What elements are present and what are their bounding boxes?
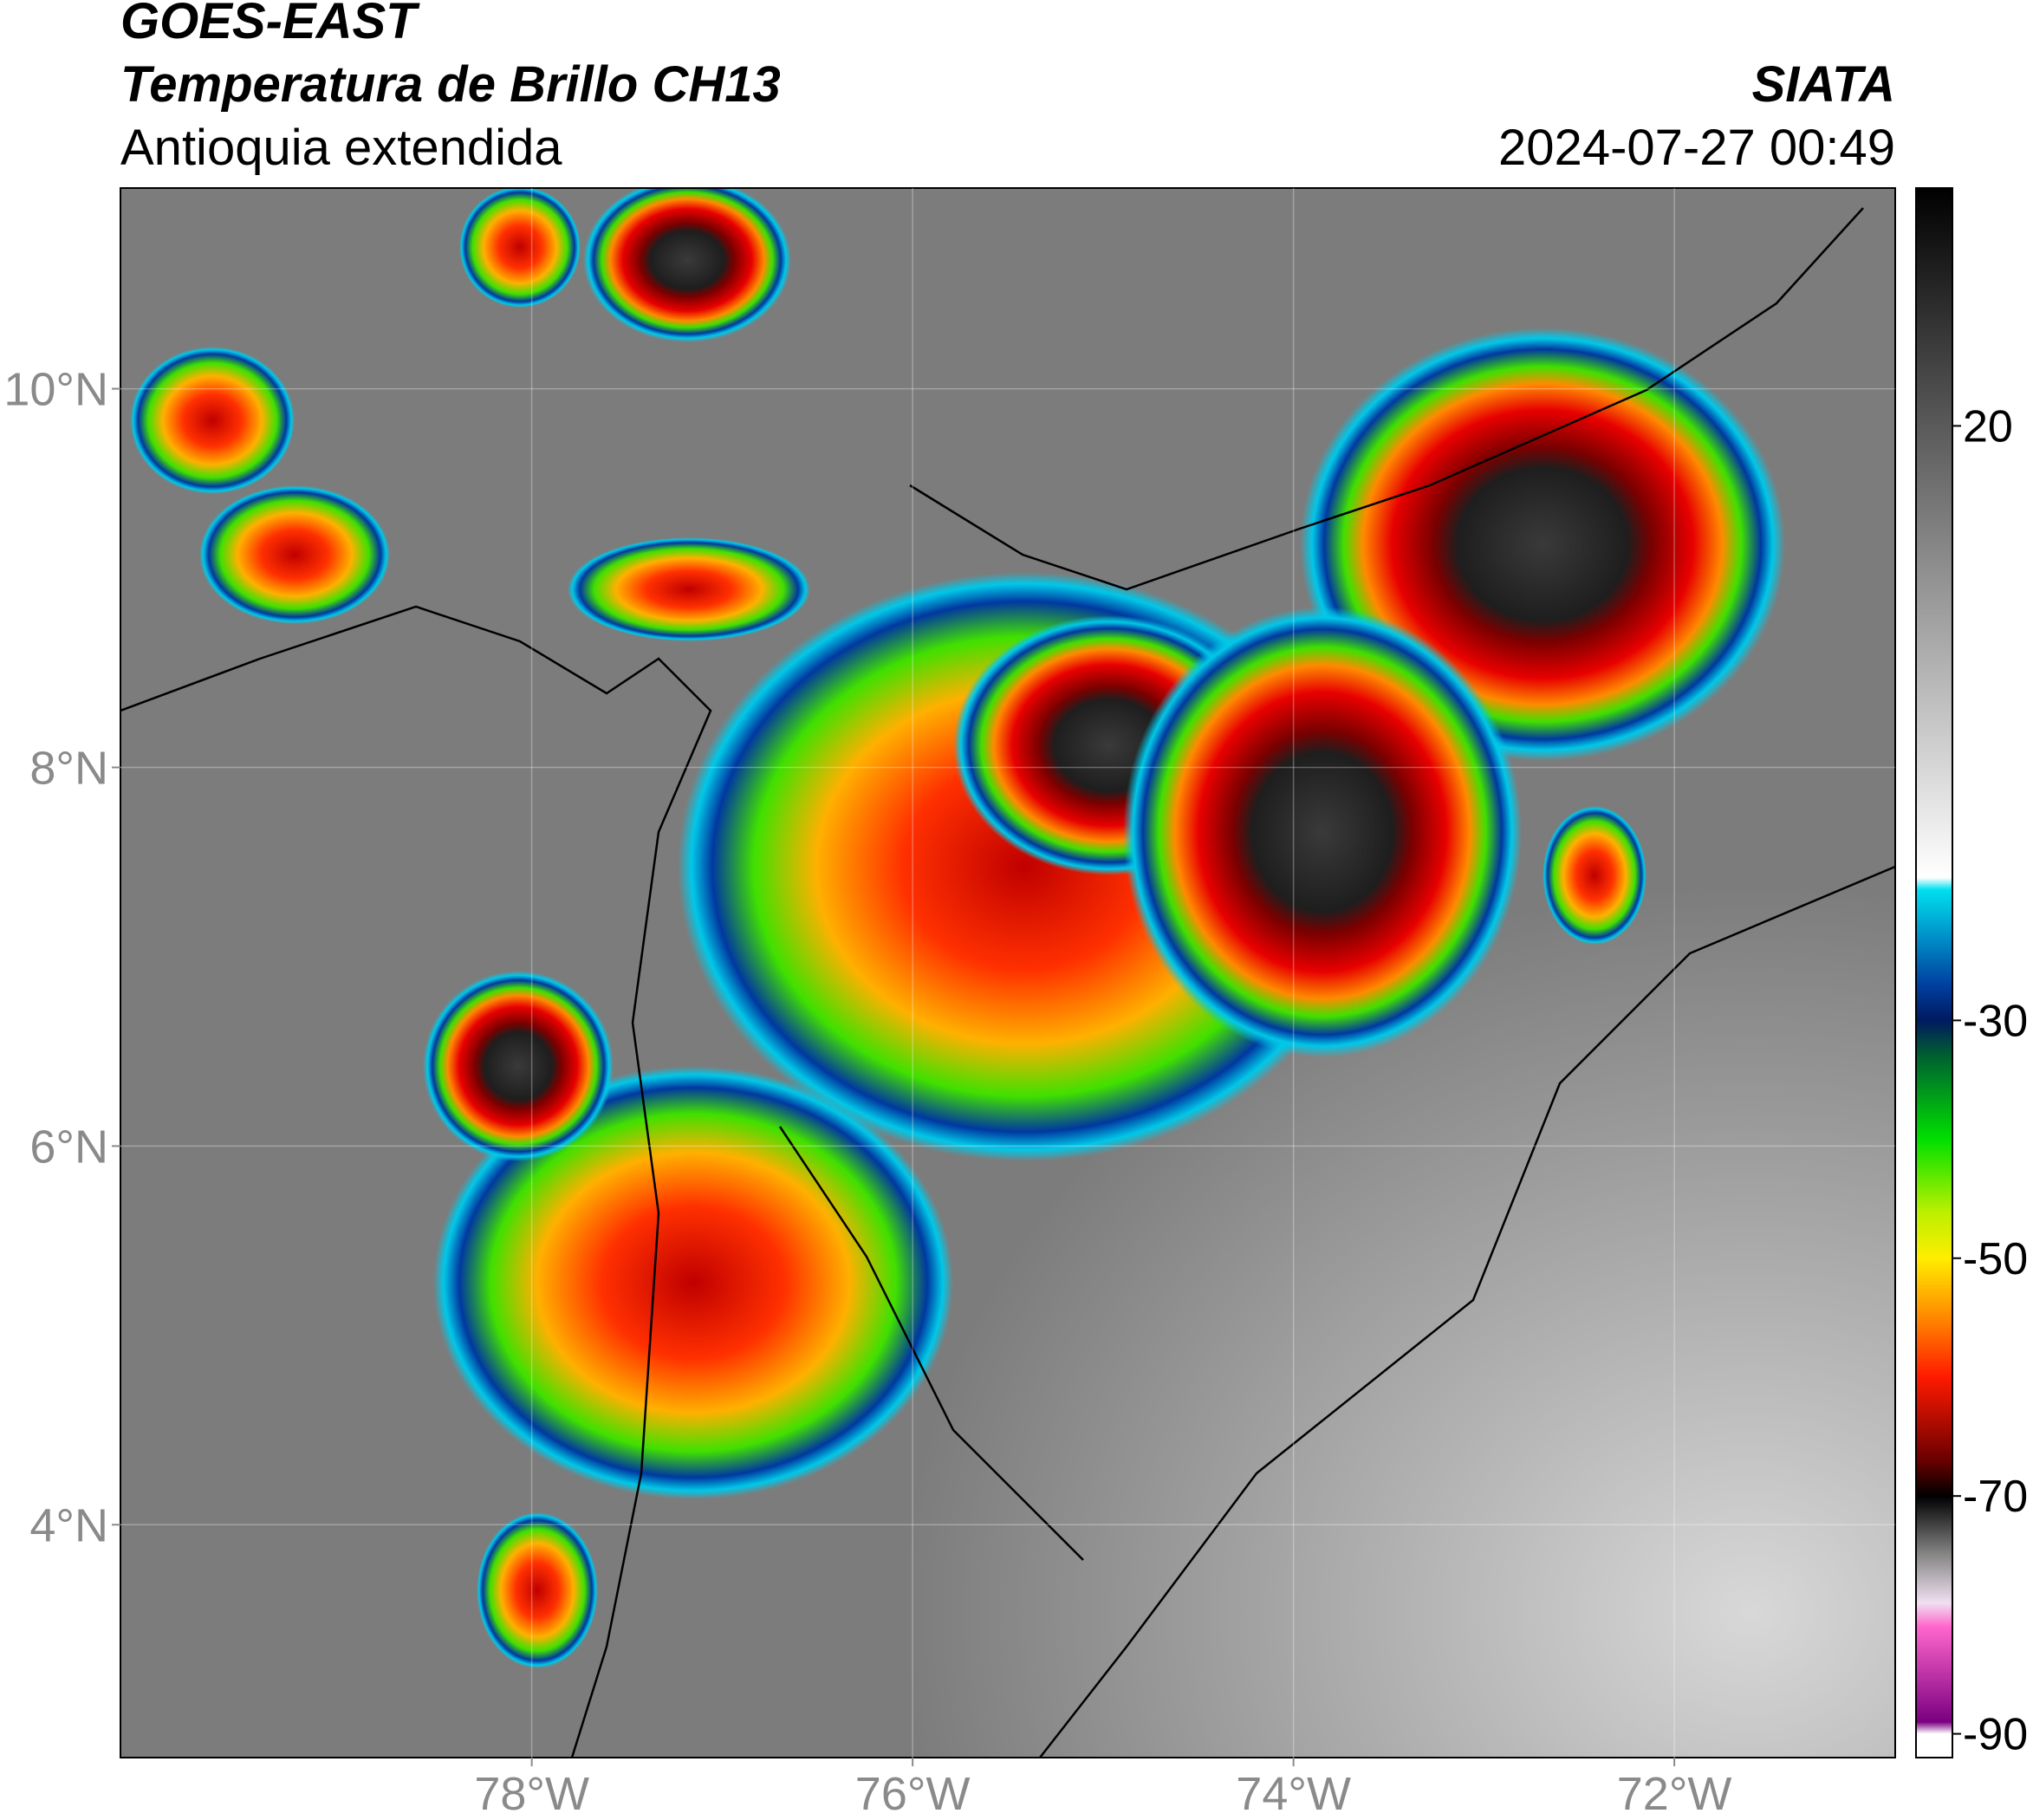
cloud-cell	[568, 537, 810, 641]
title: GOES-EAST	[120, 0, 420, 49]
cloud-cell	[477, 1512, 598, 1668]
x-tick-label: 76°W	[855, 1768, 971, 1820]
satellite-image	[120, 188, 1895, 1758]
colorbar-tick-label: 20	[1963, 401, 2013, 452]
colorbar-tick-label: -50	[1963, 1234, 2028, 1284]
y-tick-label: 8°N	[29, 742, 108, 794]
cloud-cell	[423, 971, 614, 1161]
y-tick-label: 10°N	[3, 364, 108, 416]
datetime: 2024-07-27 00:49	[1498, 120, 1895, 176]
agency: SIATA	[1752, 56, 1895, 113]
region: Antioquia extendida	[120, 120, 562, 176]
cloud-cell	[433, 1066, 953, 1499]
x-tick-label: 78°W	[474, 1768, 589, 1820]
cloud-cell	[130, 347, 295, 494]
colorbar-tick-label: -90	[1963, 1710, 2028, 1760]
cloud-cell	[1123, 607, 1522, 1057]
colorbar-tick-label: -30	[1963, 996, 2028, 1046]
y-tick-label: 4°N	[29, 1499, 108, 1551]
cloud-cell	[1543, 806, 1647, 945]
cloud-cell	[583, 188, 791, 342]
y-tick-label: 6°N	[29, 1121, 108, 1173]
subtitle: Temperatura de Brillo CH13	[120, 56, 781, 113]
x-tick-label: 72°W	[1617, 1768, 1732, 1820]
borders	[120, 207, 1895, 1758]
cloud-cell	[199, 485, 390, 624]
plot-frame	[120, 187, 1896, 1758]
cloud-cell	[459, 188, 581, 308]
x-tick-label: 74°W	[1236, 1768, 1351, 1820]
colorbar	[1915, 187, 1953, 1758]
colorbar-tick-label: -70	[1963, 1472, 2028, 1522]
